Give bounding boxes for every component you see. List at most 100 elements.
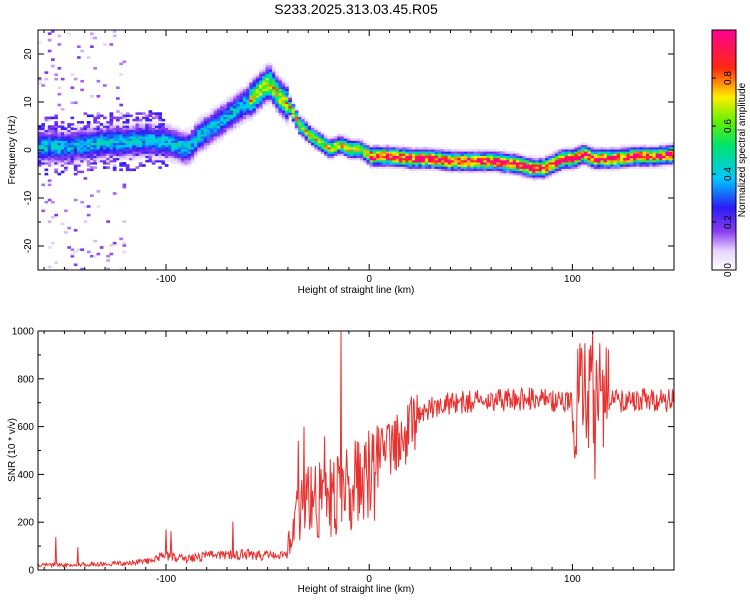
heatmap-cell (168, 131, 172, 135)
heatmap-cell (304, 123, 309, 126)
heatmap-cell (545, 164, 549, 167)
heatmap-cell (223, 108, 227, 111)
heatmap-cell (73, 125, 78, 128)
heatmap-cell (470, 164, 475, 167)
heatmap-cell (567, 157, 572, 161)
heatmap-cell (642, 164, 647, 167)
heatmap-cell (272, 92, 276, 96)
heatmap-cell (83, 144, 88, 148)
heatmap-cell (369, 144, 374, 148)
heatmap-cell (44, 144, 49, 148)
heatmap-cell (184, 159, 188, 163)
heatmap-cell (119, 125, 123, 128)
heatmap-cell (298, 125, 302, 128)
heatmap-cell (57, 131, 62, 135)
heatmap-cell (278, 84, 283, 87)
heatmap-cell (659, 153, 663, 156)
heatmap-cell (155, 138, 159, 141)
heatmap-cell (298, 118, 302, 122)
heatmap-cell (70, 131, 75, 135)
heatmap-cell (473, 162, 478, 165)
heatmap-cell (119, 144, 123, 148)
heatmap-cell (135, 153, 140, 156)
heatmap-cell (177, 142, 182, 146)
heatmap-cell (44, 153, 49, 156)
heatmap-cell (207, 116, 211, 120)
heatmap-cell (587, 146, 592, 150)
heatmap-cell (301, 131, 305, 135)
heatmap-cell (620, 155, 624, 159)
heatmap-cell (129, 144, 133, 148)
heatmap-cell (281, 79, 286, 83)
heatmap-cell (434, 166, 439, 169)
heatmap-cell (450, 153, 455, 156)
heatmap-cell (187, 149, 192, 152)
heatmap-cell (168, 153, 172, 156)
heatmap-cell (535, 155, 540, 159)
heatmap-cell (372, 149, 377, 152)
heatmap-cell (106, 138, 110, 141)
heatmap-cell (353, 151, 358, 154)
heatmap-cell (317, 133, 322, 137)
heatmap-cell (372, 162, 377, 165)
heatmap-cell (278, 101, 283, 105)
heatmap-cell (541, 166, 546, 169)
heatmap-cell (109, 121, 114, 124)
heatmap-cell (470, 151, 475, 154)
heatmap-cell (421, 146, 426, 150)
heatmap-cell (633, 159, 637, 163)
heatmap-cell (57, 129, 62, 133)
heatmap-cell (480, 168, 484, 172)
heatmap-cell (80, 136, 84, 139)
heatmap-cell (177, 140, 182, 143)
heatmap-cell (285, 82, 289, 85)
heatmap-cell (158, 138, 162, 141)
heatmap-cell (571, 153, 575, 156)
heatmap-cell (613, 153, 618, 156)
heatmap-cell (229, 112, 234, 115)
heatmap-cell (580, 162, 585, 165)
heatmap-cell (109, 157, 114, 161)
heatmap-cell (551, 151, 556, 154)
heatmap-cell (320, 146, 325, 150)
heatmap-cell (122, 250, 127, 254)
heatmap-cell (509, 168, 514, 172)
heatmap-cell (320, 149, 325, 152)
heatmap-cell (561, 159, 566, 163)
heatmap-cell (207, 138, 211, 141)
heatmap-cell (489, 157, 494, 161)
heatmap-cell (382, 151, 387, 154)
heatmap-cell (249, 118, 253, 122)
heatmap-cell (249, 90, 253, 94)
heatmap-cell (369, 157, 374, 161)
heatmap-cell (73, 159, 78, 163)
heatmap-cell (580, 164, 585, 167)
heatmap-cell (86, 146, 91, 150)
heatmap-cell (255, 99, 260, 102)
heatmap-cell (353, 146, 358, 150)
heatmap-cell (580, 159, 585, 163)
heatmap-cell (281, 105, 286, 109)
heatmap-cell (161, 162, 166, 165)
heatmap-cell (38, 164, 42, 167)
heatmap-cell (554, 170, 559, 174)
heatmap-cell (528, 162, 533, 165)
heatmap-cell (109, 138, 114, 141)
heatmap-cell (90, 129, 94, 133)
heatmap-cell (239, 112, 244, 115)
heatmap-cell (369, 149, 374, 152)
heatmap-cell (90, 45, 94, 48)
heatmap-cell (515, 157, 520, 161)
heatmap-cell (463, 159, 468, 163)
heatmap-cell (580, 153, 585, 156)
heatmap-cell (672, 155, 674, 159)
heatmap-cell (90, 149, 94, 152)
heatmap-cell (486, 168, 491, 172)
heatmap-cell (207, 121, 211, 124)
heatmap-cell (473, 168, 478, 172)
heatmap-cell (77, 125, 81, 128)
heatmap-cell (265, 88, 270, 92)
heatmap-cell (525, 155, 530, 159)
heatmap-cell (259, 73, 263, 76)
heatmap-cell (262, 86, 266, 89)
